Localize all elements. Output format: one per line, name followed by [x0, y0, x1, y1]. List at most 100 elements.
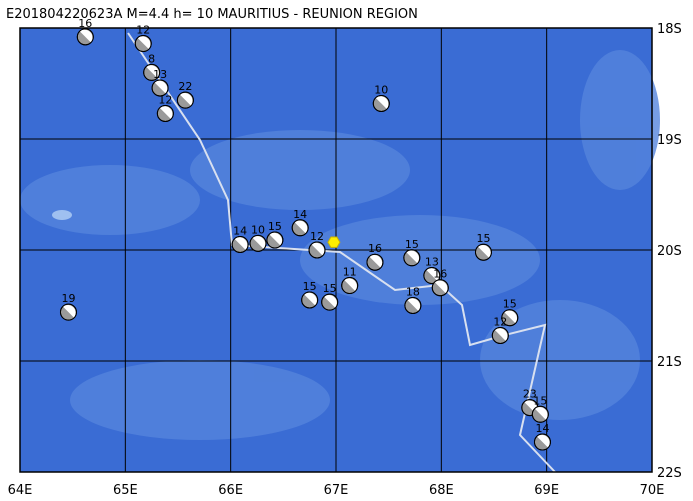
beachball-dilatation	[146, 65, 159, 78]
beachball-dilatation	[62, 304, 76, 318]
beachball-rim	[474, 243, 492, 261]
beachball	[491, 326, 509, 344]
beachball	[404, 297, 422, 314]
beachball-rim	[372, 94, 390, 112]
depth-label: 15	[405, 238, 419, 251]
lon-tick-label: 65E	[113, 483, 138, 498]
lon-tick-label: 66E	[218, 483, 243, 498]
lon-tick-label: 68E	[429, 483, 454, 498]
beachball	[76, 28, 94, 46]
beachball	[176, 91, 194, 109]
beachball	[231, 235, 249, 253]
depth-label: 18	[406, 286, 420, 299]
beachball-rim	[231, 235, 249, 253]
beachball	[533, 433, 551, 451]
depth-label: 12	[493, 315, 507, 328]
beachball-rim	[291, 219, 309, 237]
beachball-dilatation	[159, 106, 173, 120]
depth-label: 16	[433, 268, 447, 281]
beachball-rim	[341, 277, 359, 295]
beachball-rim	[156, 104, 174, 122]
beachball-dilatation	[406, 250, 420, 264]
bathymetry	[20, 50, 660, 440]
depth-label: 14	[535, 422, 549, 435]
beachball	[59, 303, 77, 321]
beachball	[134, 35, 152, 53]
beachball-rim	[404, 297, 422, 314]
depth-label: 15	[503, 298, 517, 311]
beachball-rim	[249, 234, 267, 252]
beachball-dilatation	[154, 80, 168, 94]
beachball	[372, 94, 390, 112]
depth-label: 19	[61, 292, 75, 305]
beachball-dilatation	[434, 280, 448, 294]
beachball-rim	[321, 293, 339, 311]
beachball	[321, 293, 339, 311]
beachball-dilatation	[324, 294, 337, 308]
depth-label: 11	[343, 266, 357, 279]
beachball-dilatation	[294, 220, 308, 234]
beachball-rim	[531, 405, 549, 423]
beachball-rim	[533, 433, 551, 451]
beachball-dilatation	[534, 407, 548, 420]
beachball	[474, 243, 492, 261]
depth-label: 10	[251, 223, 265, 236]
beachball-dilatation	[344, 278, 357, 292]
depth-label: 8	[148, 52, 155, 65]
beachball-dilatation	[477, 245, 491, 258]
depth-label: 16	[368, 242, 382, 255]
epicenter	[327, 236, 341, 248]
beachball-rim	[266, 231, 284, 249]
depth-label: 13	[153, 68, 167, 81]
beachball-rim	[151, 79, 169, 97]
beachball	[301, 291, 319, 309]
beachball	[249, 234, 267, 252]
beachball	[341, 277, 359, 295]
depth-label: 15	[323, 282, 337, 295]
beachball	[531, 405, 549, 423]
map-frame	[19, 27, 653, 473]
shallow-patch	[52, 210, 72, 220]
lat-tick-label: 22S	[657, 466, 682, 481]
depth-label: 13	[425, 256, 439, 269]
beachball-rim	[431, 279, 449, 297]
beachball	[156, 104, 174, 122]
beachball	[291, 219, 309, 237]
beachball	[423, 267, 441, 285]
lon-tick-label: 70E	[640, 483, 665, 498]
beachball-dilatation	[252, 236, 266, 249]
beachball	[366, 253, 384, 271]
depth-label: 16	[78, 17, 92, 30]
depth-label: 23	[523, 388, 537, 401]
lon-tick-label: 67E	[324, 483, 349, 498]
beachball-dilatation	[269, 232, 283, 246]
beachball-dilatation	[234, 237, 248, 251]
beachball-rim	[134, 35, 152, 53]
beachball-dilatation	[179, 92, 193, 106]
beachball-dilatation	[536, 434, 550, 448]
beachball-rim	[176, 91, 194, 109]
beachball-dilatation	[311, 242, 325, 256]
beachball-rim	[491, 326, 509, 344]
beachball-rim	[76, 28, 94, 46]
depth-label: 14	[293, 208, 307, 221]
beachball-dilatation	[375, 96, 389, 110]
lat-tick-label: 21S	[657, 355, 682, 370]
beachball	[431, 279, 449, 297]
beachball-dilatation	[304, 292, 317, 306]
depth-label: 12	[310, 230, 324, 243]
beachball	[151, 79, 169, 97]
beachball	[403, 249, 421, 267]
beachball	[308, 241, 326, 259]
depth-label: 14	[233, 224, 247, 237]
map-title: E201804220623A M=4.4 h= 10 MAURITIUS - R…	[6, 7, 418, 22]
lat-tick-label: 19S	[657, 133, 682, 148]
beachball-rim	[301, 291, 319, 309]
lat-tick-label: 20S	[657, 244, 682, 259]
beachball-rim	[59, 303, 77, 321]
depth-label: 22	[178, 80, 192, 93]
beachball-rim	[501, 309, 519, 327]
beachball-rim	[403, 249, 421, 267]
beachball	[501, 309, 519, 327]
